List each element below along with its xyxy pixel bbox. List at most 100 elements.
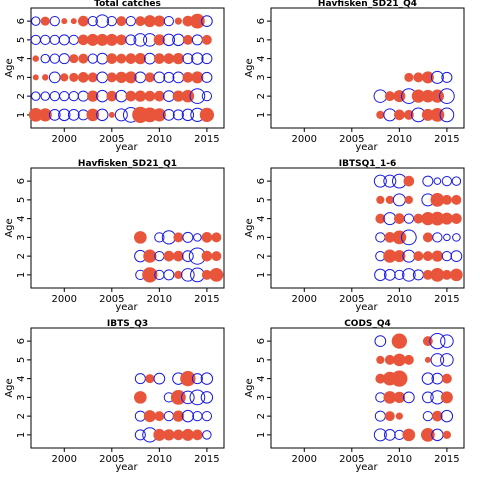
y-tick-label: 1 [256,432,267,438]
y-tick-label: 1 [16,272,27,278]
y-axis-label: Age [244,58,255,77]
bubble-negative [31,91,41,101]
bubble-negative [31,16,41,26]
bubble-negative [202,430,212,440]
bubble-negative [125,15,136,27]
panel-frame [270,7,465,129]
panel-6: CODS_Q4 2000 2005 2010 2015 1 2 3 4 5 6 year Age [244,319,465,473]
bubble-negative [95,14,110,28]
bubble-positive [441,373,452,384]
x-tick-label: 2015 [434,294,459,305]
bubble-negative [114,108,128,122]
bubble-negative [402,268,416,282]
bubble-positive [61,18,68,25]
bubble-positive [403,109,414,120]
bubble-positive [134,231,147,244]
bubble-negative [49,53,60,64]
y-tick-label: 3 [256,74,267,80]
y-tick-label: 6 [16,338,27,344]
bubble-positive [32,55,39,62]
bubble-positive [384,411,395,422]
panel-frame [270,327,465,449]
bubble-positive [134,391,147,404]
y-axis-label: Age [4,378,15,397]
bubble-positive [432,410,443,422]
bubble-positive [106,90,118,102]
bubble-positive [391,370,408,387]
bubble-positive [134,90,147,102]
bubble-positive [134,52,147,65]
bubble-positive [201,232,213,243]
y-tick-label: 6 [256,338,267,344]
bubble-positive [143,410,156,423]
bubble-positive [180,370,196,387]
bubble-negative [162,108,175,121]
bubble-positive [144,90,156,102]
y-tick-label: 5 [256,37,267,43]
bubble-negative [439,107,455,123]
bubble-positive [441,194,452,205]
bubble-positive [201,250,213,262]
x-axis-label: year [115,462,138,473]
bubble-negative [189,389,206,406]
bubble-positive [384,91,395,102]
bubble-positive [376,195,385,204]
bubble-negative [134,373,146,385]
bubble-positive [152,108,166,122]
bubble-negative [182,231,194,243]
bubble-negative [181,108,195,122]
bubble-positive [125,53,137,64]
x-tick-label: 2005 [99,294,124,305]
bubble-positive [393,90,406,103]
bubble-negative [201,71,213,83]
y-tick-label: 5 [16,37,27,43]
bubble-positive [403,354,414,365]
bubble-positive [77,15,89,27]
y-tick-label: 2 [256,253,267,259]
bubble-negative [421,391,434,404]
bubble-positive [395,412,403,420]
y-tick-label: 3 [256,394,267,400]
x-tick-label: 2015 [434,134,459,145]
bubble-negative [422,410,434,422]
bubble-negative [58,53,70,65]
bubble-positive [106,72,117,83]
bubble-positive [211,251,222,262]
x-tick-label: 2010 [147,294,172,305]
bubble-positive [144,72,155,83]
bubble-negative [40,53,51,64]
bubble-negative [163,269,175,281]
x-tick-label: 2005 [99,454,124,465]
bubble-negative [430,70,444,84]
bubble-negative [440,334,454,348]
x-tick-label: 2000 [292,454,317,465]
bubble-negative [373,428,387,442]
y-tick-label: 4 [256,55,267,61]
bubble-positive [413,251,424,262]
x-axis-label: year [355,302,378,313]
bubble-negative [432,232,443,243]
bubble-negative [383,174,397,188]
bubble-positive [404,195,413,204]
bubble-negative [162,33,176,47]
bubble-negative [374,335,387,348]
bubble-positive [430,89,444,103]
y-tick-label: 1 [16,112,27,118]
bubble-negative [374,410,386,422]
bubble-negative [451,176,462,186]
bubble-positive [170,389,186,405]
bubble-negative [441,175,453,187]
bubble-negative [394,269,405,281]
bubble-positive [153,15,166,27]
bubble-negative [96,108,109,122]
bubble-negative [143,52,156,65]
bubble-positive [393,391,406,404]
bubble-negative [67,108,80,121]
bubble-positive [199,107,215,123]
bubble-negative [433,177,442,185]
x-tick-label: 2000 [292,134,317,145]
y-tick-label: 1 [16,432,27,438]
bubble-negative [443,233,451,242]
y-tick-label: 5 [256,357,267,363]
bubble-negative [201,53,213,65]
